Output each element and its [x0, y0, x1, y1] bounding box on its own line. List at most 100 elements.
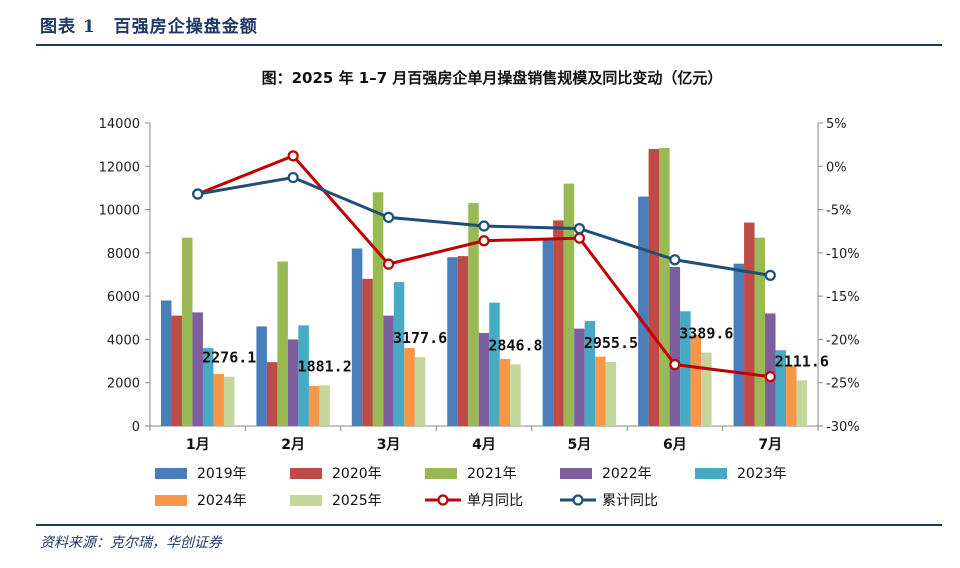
y2-tick-label: -20% [826, 333, 860, 348]
y2-tick-label: -25% [826, 377, 860, 392]
y-tick-label: 12000 [99, 160, 140, 175]
bar [372, 192, 384, 426]
legend-label: 累计同比 [602, 493, 658, 509]
legend-label: 2025年 [332, 493, 382, 509]
bar [202, 348, 214, 426]
data-label: 2276.1 [202, 349, 256, 367]
line-point [287, 171, 299, 184]
bar [266, 362, 278, 426]
bar [256, 326, 267, 426]
legend-label: 2022年 [602, 466, 652, 482]
bar [447, 257, 458, 426]
y2-tick-label: -15% [826, 290, 860, 305]
data-label: 2111.6 [775, 352, 829, 370]
figure-header: 图表 1 百强房企操盘金额 [0, 0, 960, 44]
x-tick-label: 3月 [377, 437, 401, 453]
bar [404, 348, 415, 426]
line-point [573, 223, 586, 235]
bar [563, 183, 575, 426]
bottom-divider [36, 524, 942, 526]
line-point [478, 220, 490, 232]
bar [669, 266, 681, 426]
bar [160, 300, 172, 426]
bar [308, 385, 320, 426]
legend-label: 2019年 [197, 466, 247, 482]
top-divider [36, 44, 942, 46]
line-point [192, 188, 204, 200]
bars [160, 147, 808, 426]
bar [690, 335, 702, 426]
bar [638, 196, 649, 426]
y-tick-label: 0 [132, 420, 140, 435]
bar [457, 256, 469, 426]
bar [542, 239, 554, 426]
data-label: 2846.8 [488, 336, 542, 354]
bar [223, 376, 235, 426]
y2-tick-label: 0% [826, 160, 847, 175]
legend-marker [572, 494, 584, 506]
bar [277, 261, 288, 426]
y2-tick-label: -10% [826, 247, 860, 262]
x-tick-label: 1月 [186, 437, 210, 453]
bar [744, 222, 755, 426]
legend-swatch [695, 468, 727, 479]
legend-swatch [155, 468, 187, 479]
y-tick-label: 2000 [107, 377, 140, 392]
legend-swatch [290, 468, 322, 479]
bar [287, 339, 299, 426]
bar [605, 362, 617, 426]
legend-label: 2024年 [197, 493, 247, 509]
bar [701, 352, 712, 426]
bar [775, 350, 787, 426]
bar [595, 356, 606, 426]
legend-swatch [425, 468, 457, 479]
x-tick-label: 4月 [472, 437, 496, 453]
bar [489, 302, 500, 426]
axes: 0 2000 4000 6000 8000 10000 12000 14000 -30% -25%… [99, 117, 860, 453]
line-point [573, 232, 586, 244]
x-tick-label: 7月 [758, 437, 782, 453]
legend-label: 2021年 [467, 466, 517, 482]
bar [499, 358, 511, 426]
line-point [382, 211, 395, 223]
line-point [382, 258, 395, 270]
data-label: 2955.5 [584, 334, 638, 352]
line-point [669, 358, 681, 371]
y2-tick-label: -5% [826, 204, 851, 219]
bar [478, 332, 490, 426]
bar [362, 278, 373, 426]
legend-swatch [155, 495, 187, 506]
bar [468, 203, 479, 426]
bar [680, 311, 691, 426]
legend-label: 2023年 [737, 466, 787, 482]
y-tick-label: 4000 [107, 333, 140, 348]
data-label: 1881.2 [298, 357, 352, 375]
y2-tick-label: -30% [826, 420, 860, 435]
bar [659, 147, 670, 426]
bar [574, 328, 585, 426]
bar [414, 357, 426, 426]
data-label: 3389.6 [679, 325, 733, 343]
bar [393, 282, 405, 426]
x-tick-label: 2月 [281, 437, 305, 453]
bar [786, 365, 797, 426]
bar [765, 313, 776, 426]
legend-swatch [290, 495, 322, 506]
source-note: 资料来源：克尔瑞，华创证券 [40, 535, 222, 551]
bar [648, 148, 660, 426]
y-tick-label: 6000 [107, 290, 140, 305]
legend-swatch [560, 468, 592, 479]
bar [181, 237, 193, 426]
bar [171, 315, 182, 426]
bar [319, 385, 330, 426]
line-point [478, 235, 490, 247]
y-tick-label: 10000 [99, 204, 140, 219]
bar [298, 325, 309, 426]
y-tick-label: 14000 [99, 117, 140, 132]
bar [213, 374, 224, 426]
x-tick-label: 6月 [663, 437, 687, 453]
bar [733, 263, 745, 426]
x-tick-label: 5月 [568, 437, 592, 453]
figure-label: 图表 1 百强房企操盘金额 [40, 17, 258, 37]
chart-title: 图：2025 年 1–7 月百强房企单月操盘销售规模及同比变动（亿元） [262, 69, 723, 87]
